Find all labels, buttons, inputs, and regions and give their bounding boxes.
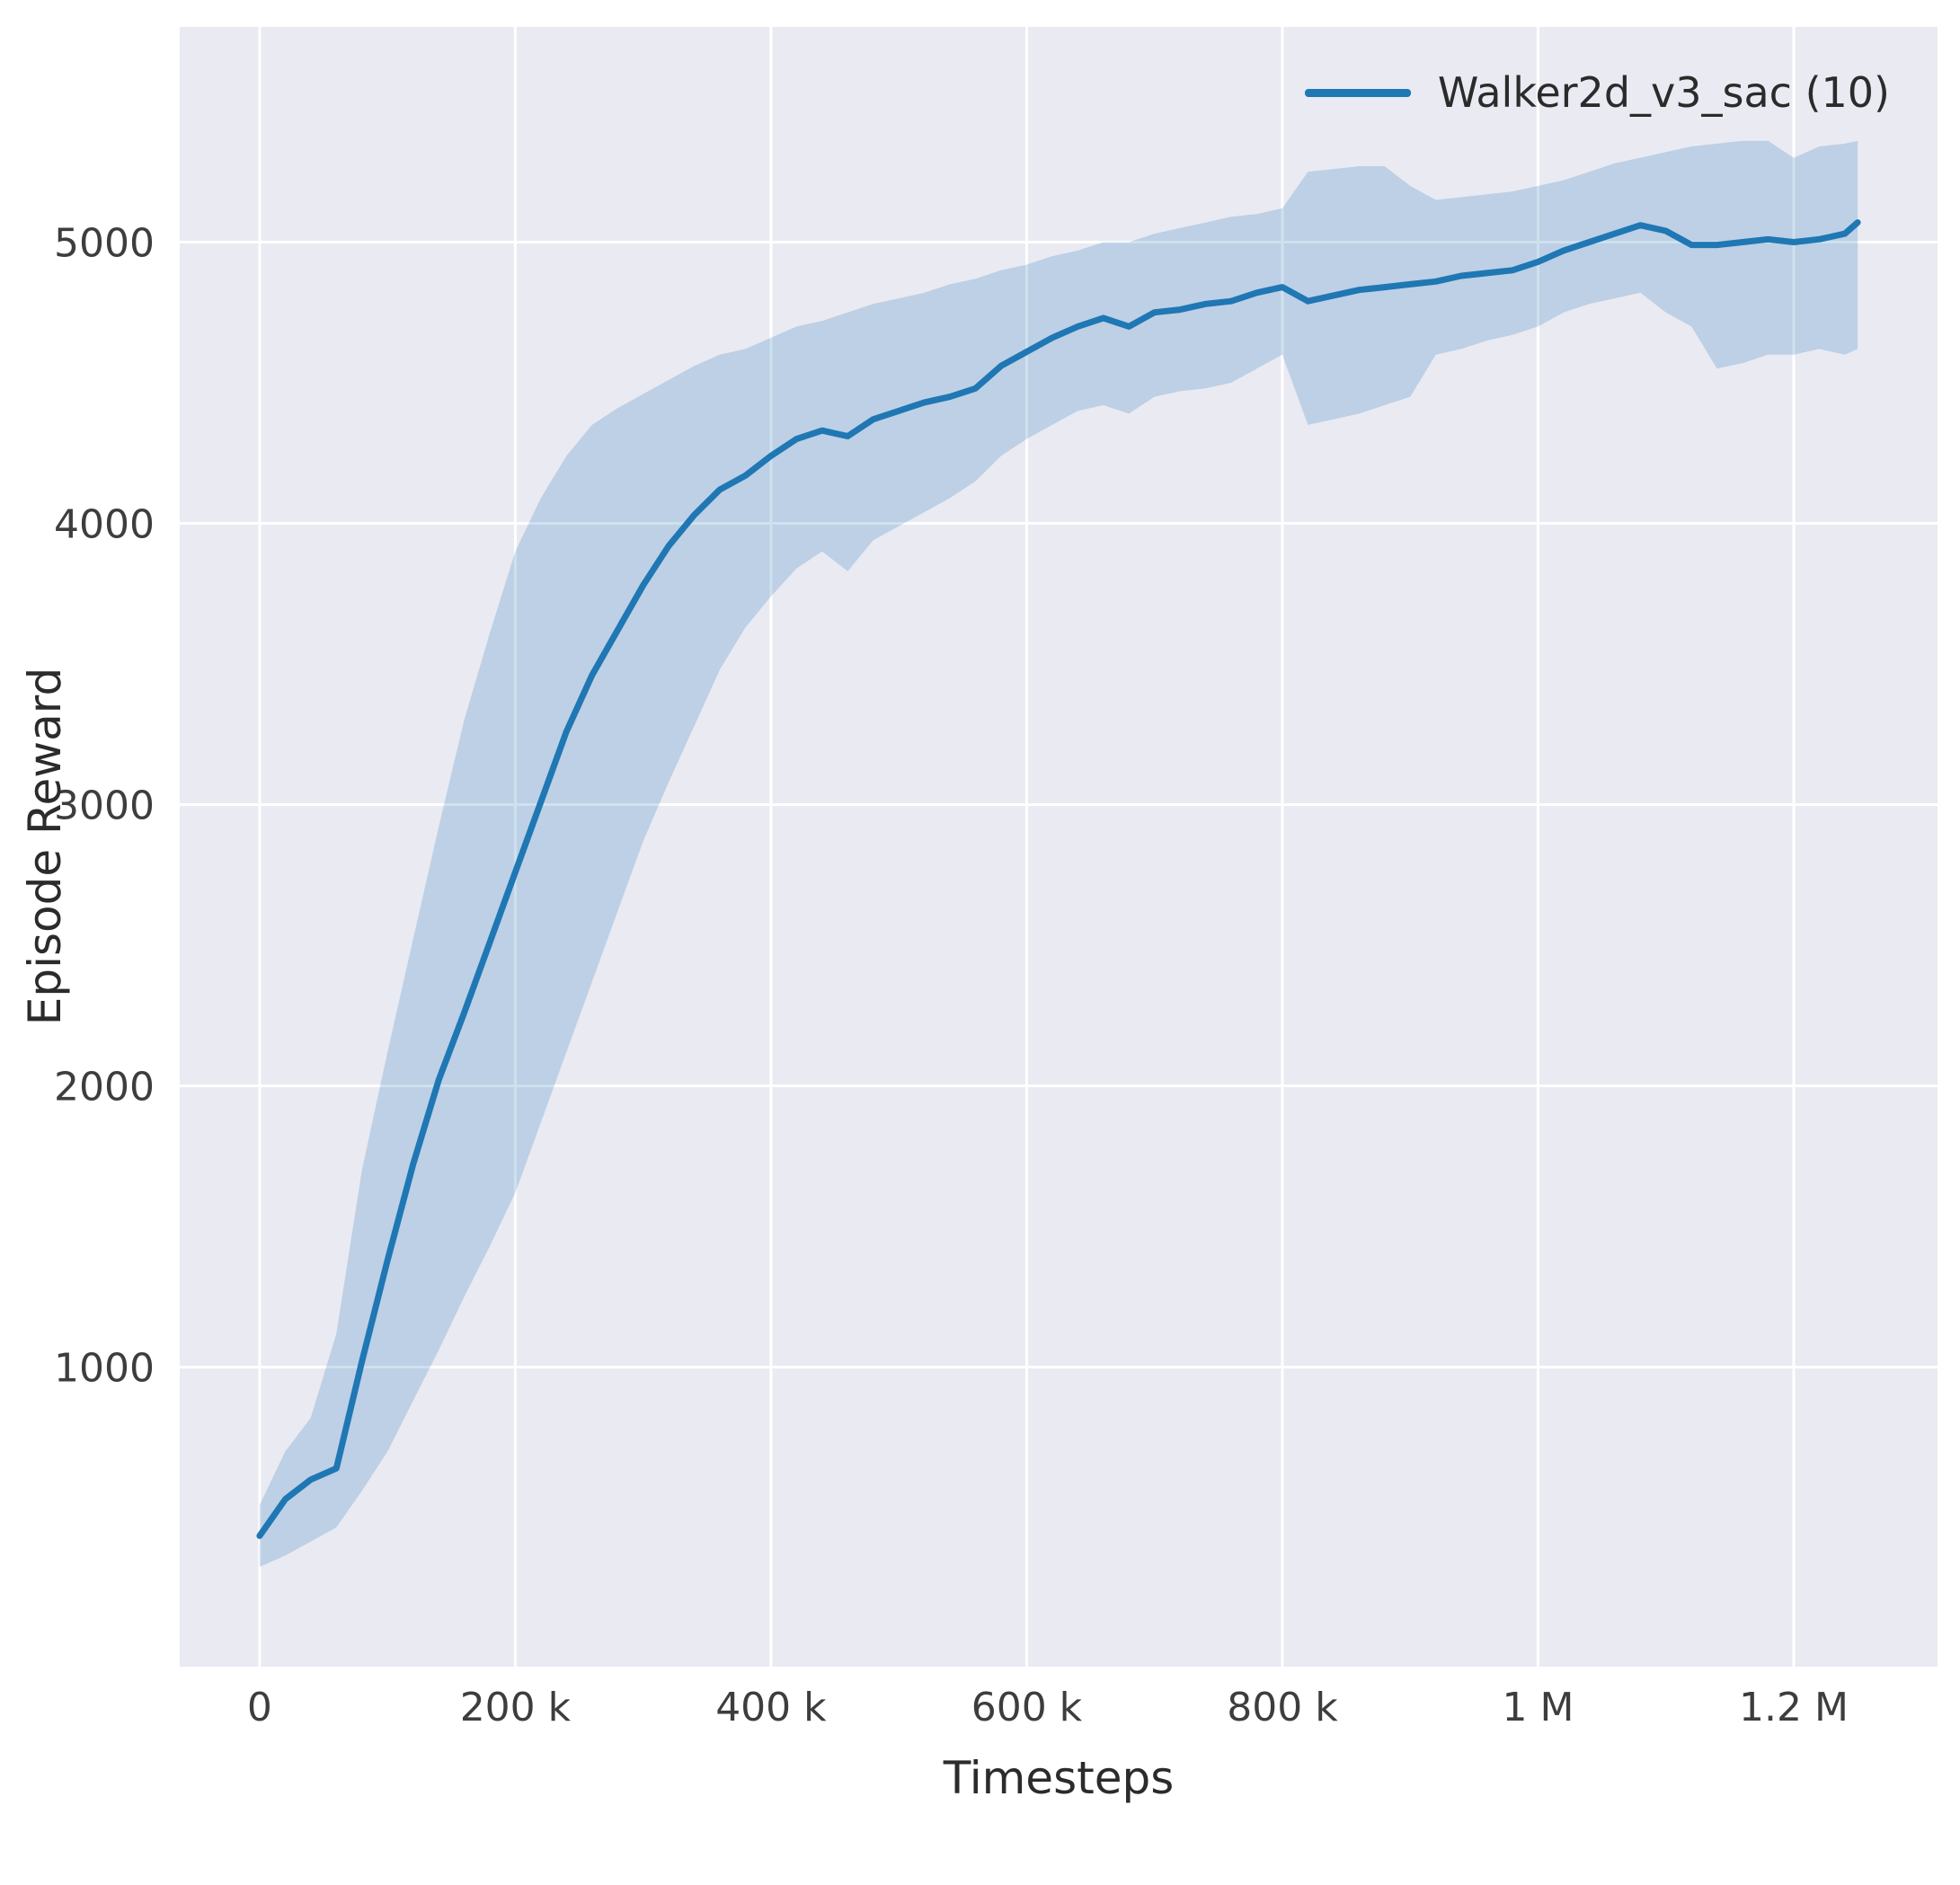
svg-text:800 k: 800 k [1227, 1685, 1338, 1730]
legend-label: Walker2d_v3_sac (10) [1437, 68, 1890, 117]
svg-text:5000: 5000 [54, 220, 155, 266]
y-axis-label: Episode Reward [19, 667, 71, 1026]
svg-text:200 k: 200 k [460, 1685, 572, 1730]
svg-text:1.2 M: 1.2 M [1739, 1685, 1849, 1730]
legend: Walker2d_v3_sac (10) [1304, 68, 1890, 117]
x-axis-label: Timesteps [943, 1752, 1175, 1804]
svg-text:400 k: 400 k [715, 1685, 827, 1730]
svg-text:4000: 4000 [54, 502, 155, 548]
svg-text:0: 0 [247, 1685, 272, 1730]
svg-text:600 k: 600 k [971, 1685, 1083, 1730]
svg-text:1000: 1000 [54, 1346, 155, 1392]
legend-line-swatch [1304, 88, 1411, 97]
svg-text:3000: 3000 [54, 783, 155, 829]
svg-text:1 M: 1 M [1502, 1685, 1574, 1730]
svg-text:2000: 2000 [54, 1065, 155, 1111]
